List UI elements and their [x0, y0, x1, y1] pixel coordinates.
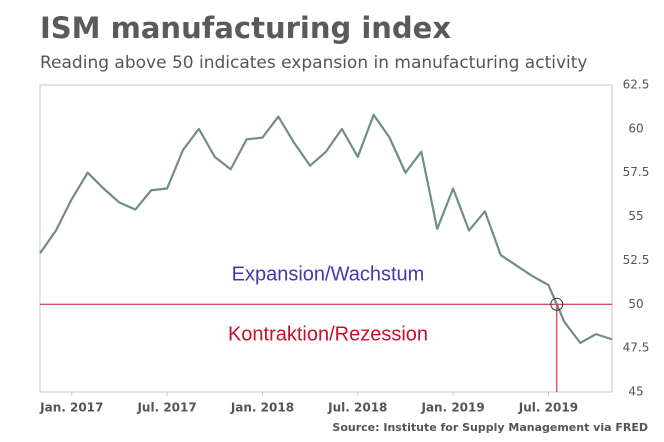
plot-frame: [39, 84, 613, 393]
y-tick-label: 52.5: [623, 253, 650, 267]
y-tick-label: 47.5: [623, 341, 650, 355]
chart-title: ISM manufacturing index: [40, 11, 451, 45]
y-tick-label: 60: [628, 121, 643, 135]
y-tick-label: 50: [628, 297, 643, 311]
x-tick-label: Jan. 2017: [39, 401, 103, 415]
annotation: Expansion/Wachstum: [232, 264, 425, 286]
x-tick-label: Jan. 2018: [230, 401, 294, 415]
y-tick-label: 57.5: [623, 165, 650, 179]
data-line: [39, 113, 613, 344]
x-tick-label: Jan. 2019: [420, 401, 484, 415]
y-tick-label: 62.5: [623, 78, 650, 92]
annotation: Kontraktion/Rezession: [228, 324, 428, 346]
x-tick-label: Jul. 2018: [327, 401, 387, 415]
chart-subtitle: Reading above 50 indicates expansion in …: [40, 53, 587, 73]
y-tick-label: 45: [628, 385, 643, 399]
crossing-marker: [550, 297, 564, 311]
source-note: Source: Institute for Supply Management …: [332, 421, 648, 434]
x-tick-label: Jul. 2019: [518, 401, 578, 415]
y-tick-label: 55: [628, 209, 643, 223]
x-tick-label: Jul. 2017: [136, 401, 196, 415]
